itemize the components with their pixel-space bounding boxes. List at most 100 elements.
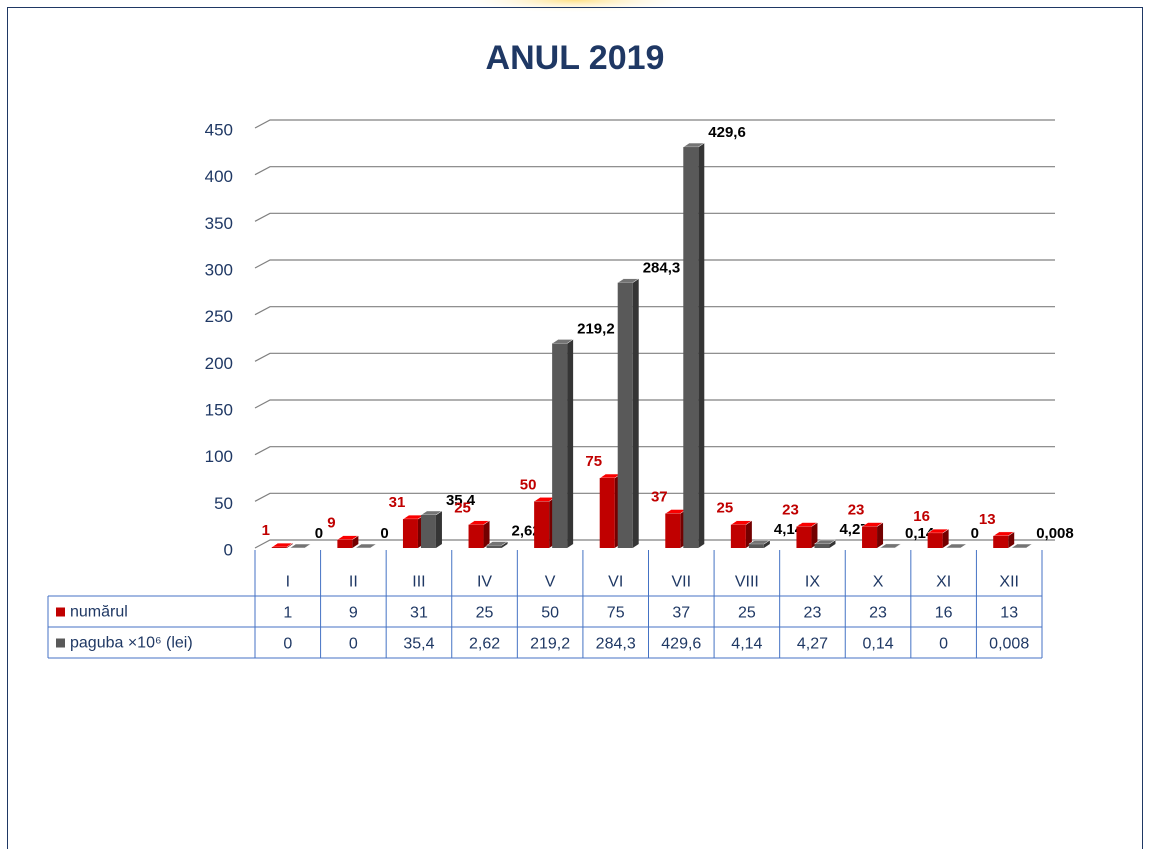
data-label: 0 bbox=[380, 525, 388, 542]
x-tick-label: XII bbox=[999, 574, 1019, 591]
bar bbox=[469, 525, 484, 548]
data-label: 0 bbox=[315, 525, 323, 542]
data-label: 219,2 bbox=[577, 320, 615, 337]
bar-side bbox=[633, 279, 639, 548]
grid-line bbox=[255, 447, 1055, 455]
data-label: 37 bbox=[651, 488, 668, 505]
bar bbox=[796, 527, 811, 548]
bar bbox=[337, 540, 352, 548]
table-cell: 219,2 bbox=[530, 636, 570, 653]
x-tick-label: V bbox=[545, 574, 556, 591]
x-tick-label: VIII bbox=[735, 574, 759, 591]
data-label: 25 bbox=[454, 500, 471, 517]
data-label: 9 bbox=[327, 515, 335, 532]
bar-side bbox=[698, 143, 704, 548]
bar bbox=[552, 343, 567, 548]
table-cell: 75 bbox=[607, 605, 625, 622]
table-cell: 25 bbox=[738, 605, 756, 622]
table-cell: 37 bbox=[672, 605, 690, 622]
data-label: 429,6 bbox=[708, 124, 746, 141]
frame bbox=[8, 8, 1143, 850]
legend-swatch bbox=[56, 639, 65, 648]
y-tick-label: 350 bbox=[205, 214, 233, 233]
table-cell: 0 bbox=[283, 636, 292, 653]
y-tick-label: 0 bbox=[224, 540, 233, 559]
y-tick-label: 250 bbox=[205, 307, 233, 326]
y-tick-label: 200 bbox=[205, 354, 233, 373]
data-label: 75 bbox=[585, 453, 602, 470]
table-cell: 0,14 bbox=[862, 636, 893, 653]
bar-side bbox=[436, 511, 442, 548]
x-tick-label: IX bbox=[805, 574, 820, 591]
data-label: 25 bbox=[717, 500, 734, 517]
table-cell: 4,27 bbox=[797, 636, 828, 653]
x-tick-label: X bbox=[873, 574, 884, 591]
bar-top bbox=[880, 544, 901, 548]
table-cell: 0 bbox=[939, 636, 948, 653]
x-tick-label: VII bbox=[672, 574, 692, 591]
legend-label: paguba ×10⁶ (lei) bbox=[70, 635, 193, 652]
grid-line bbox=[255, 213, 1055, 221]
bar bbox=[665, 513, 680, 548]
bar bbox=[421, 515, 436, 548]
table-cell: 0 bbox=[349, 636, 358, 653]
data-label: 0 bbox=[971, 525, 979, 542]
bar bbox=[403, 519, 418, 548]
table-cell: 9 bbox=[349, 605, 358, 622]
bar-side bbox=[567, 339, 573, 548]
grid-line bbox=[255, 400, 1055, 408]
table-cell: 429,6 bbox=[661, 636, 701, 653]
bar bbox=[272, 547, 287, 548]
table-cell: 1 bbox=[283, 605, 292, 622]
y-tick-label: 300 bbox=[205, 260, 233, 279]
bar bbox=[600, 478, 615, 548]
y-tick-label: 450 bbox=[205, 120, 233, 139]
y-tick-label: 50 bbox=[214, 494, 233, 513]
glow bbox=[470, 0, 680, 22]
bar bbox=[618, 283, 633, 548]
data-label: 16 bbox=[913, 508, 930, 525]
x-tick-label: XI bbox=[936, 574, 951, 591]
data-label: 50 bbox=[520, 476, 537, 493]
table-cell: 13 bbox=[1000, 605, 1018, 622]
grid-line bbox=[255, 353, 1055, 361]
grid-line bbox=[255, 167, 1055, 175]
table-cell: 4,14 bbox=[731, 636, 762, 653]
data-label: 0,008 bbox=[1036, 525, 1074, 542]
bar bbox=[862, 527, 877, 548]
bar-top bbox=[946, 544, 967, 548]
y-tick-label: 150 bbox=[205, 400, 233, 419]
data-label: 1 bbox=[262, 522, 270, 539]
table-cell: 284,3 bbox=[596, 636, 636, 653]
data-label: 23 bbox=[848, 502, 865, 519]
grid-line bbox=[255, 120, 1055, 128]
x-tick-label: III bbox=[412, 574, 425, 591]
chart-title: ANUL 2019 bbox=[486, 39, 665, 77]
bar-top bbox=[355, 544, 376, 548]
bar bbox=[993, 536, 1008, 548]
bar bbox=[487, 546, 502, 548]
table-cell: 25 bbox=[476, 605, 494, 622]
bar-top bbox=[1011, 544, 1032, 548]
bar bbox=[928, 533, 943, 548]
y-tick-label: 400 bbox=[205, 167, 233, 186]
bar-side bbox=[877, 523, 883, 548]
y-tick-label: 100 bbox=[205, 447, 233, 466]
legend-swatch bbox=[56, 608, 65, 617]
table-cell: 23 bbox=[869, 605, 887, 622]
legend-label: numărul bbox=[70, 604, 128, 621]
bar bbox=[814, 544, 829, 548]
data-label: 31 bbox=[389, 494, 406, 511]
table-cell: 31 bbox=[410, 605, 428, 622]
x-tick-label: VI bbox=[608, 574, 623, 591]
bar-top bbox=[290, 544, 311, 548]
x-tick-label: I bbox=[286, 574, 290, 591]
x-tick-label: IV bbox=[477, 574, 492, 591]
table-cell: 0,008 bbox=[989, 636, 1029, 653]
data-label: 13 bbox=[979, 511, 996, 528]
table-cell: 23 bbox=[804, 605, 822, 622]
bar bbox=[731, 525, 746, 548]
x-tick-label: II bbox=[349, 574, 358, 591]
bar-top bbox=[272, 543, 293, 547]
